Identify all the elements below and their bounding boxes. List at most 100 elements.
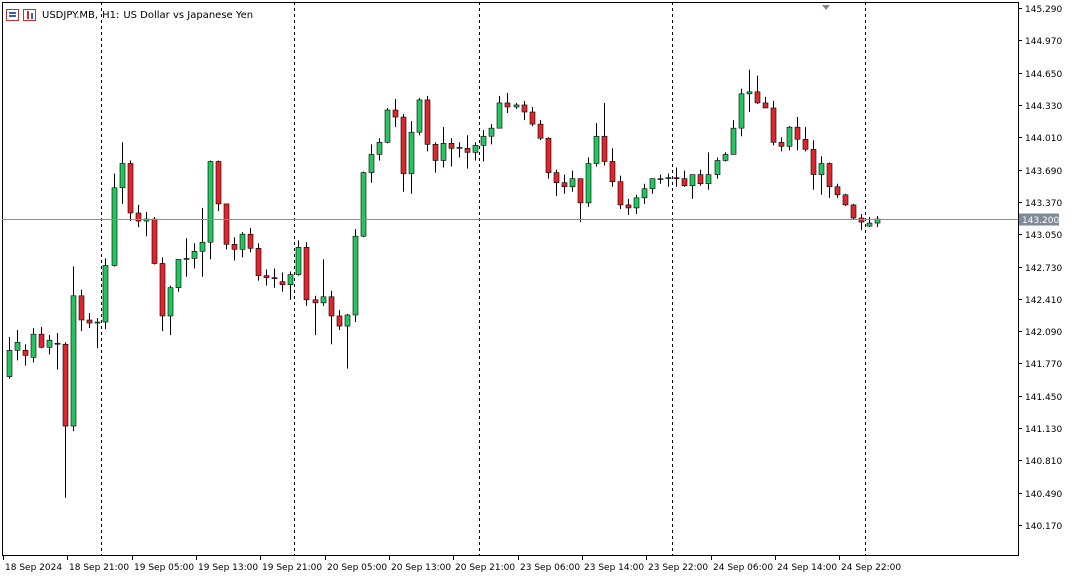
candle-body — [78, 295, 85, 321]
candle-body — [633, 197, 640, 209]
candle-body — [111, 187, 118, 266]
candle-body — [770, 107, 777, 143]
candle-body — [215, 161, 222, 205]
candle-body — [102, 265, 109, 323]
candle — [207, 160, 214, 260]
candle-body — [86, 319, 93, 324]
candle — [488, 124, 495, 145]
candle — [496, 95, 503, 129]
candle-body — [54, 342, 61, 345]
candle-body — [352, 235, 359, 316]
candle — [858, 213, 865, 231]
candle-body — [119, 163, 126, 189]
candle — [416, 97, 423, 136]
candle-body — [231, 243, 238, 250]
candle-body — [593, 135, 600, 164]
candle-body — [529, 111, 536, 125]
candle — [705, 152, 712, 190]
candle-body — [46, 339, 53, 348]
candle-body — [247, 233, 254, 249]
x-tick-label: 18 Sep 2024 — [5, 563, 62, 573]
y-tick-label: 140.170 — [1025, 522, 1062, 532]
candle-body — [818, 163, 825, 175]
candle — [46, 335, 53, 355]
x-tick-label: 18 Sep 21:00 — [69, 563, 129, 573]
y-tick-label: 144.650 — [1025, 70, 1062, 80]
candle — [352, 229, 359, 323]
candle-body — [842, 194, 849, 206]
candle — [231, 237, 238, 261]
y-tick-label: 143.050 — [1025, 231, 1062, 241]
candle — [464, 135, 471, 169]
candle-body — [223, 203, 230, 245]
candle — [529, 106, 536, 127]
candle — [440, 127, 447, 168]
candle-body — [135, 212, 142, 222]
x-tick-label: 20 Sep 21:00 — [455, 563, 515, 573]
candle-body — [480, 135, 487, 146]
candle — [617, 175, 624, 209]
candle-body — [577, 178, 584, 204]
candle-body — [472, 145, 479, 153]
candle-body — [151, 218, 158, 264]
candle-body — [376, 141, 383, 155]
candle — [70, 266, 77, 432]
symbol-label: USDJPY.MB, — [42, 9, 99, 21]
candle — [167, 285, 174, 336]
y-tick-label: 142.730 — [1025, 264, 1062, 274]
x-tick-label: 23 Sep 06:00 — [520, 563, 580, 573]
candle — [191, 243, 198, 269]
chart-table-icon[interactable] — [6, 9, 19, 21]
candle-body — [746, 91, 753, 95]
x-tick-label: 20 Sep 05:00 — [327, 563, 387, 573]
candle-body — [521, 104, 528, 113]
candle-body — [392, 109, 399, 118]
candle — [754, 75, 761, 104]
y-tick-label: 142.090 — [1025, 328, 1062, 338]
x-tick-label: 19 Sep 13:00 — [198, 563, 258, 573]
candle — [62, 342, 69, 498]
candle — [287, 271, 294, 300]
candle — [424, 95, 431, 152]
candle-body — [22, 350, 29, 356]
candle-body — [207, 161, 214, 243]
candle-body — [673, 177, 680, 179]
candle — [239, 232, 246, 258]
candle — [384, 107, 391, 144]
candle-body — [279, 281, 286, 285]
candle-body — [70, 295, 77, 427]
candle-body — [416, 99, 423, 133]
y-tick-label: 141.130 — [1025, 425, 1062, 435]
candle — [22, 344, 29, 366]
y-tick-label: 144.010 — [1025, 134, 1062, 144]
candle — [577, 178, 584, 223]
plot-frame — [2, 2, 1019, 556]
candle-body — [295, 247, 302, 275]
x-tick-label: 24 Sep 06:00 — [713, 563, 773, 573]
candle-body — [858, 217, 865, 223]
candle-body — [834, 186, 841, 196]
candle — [569, 170, 576, 192]
candle — [432, 142, 439, 173]
candle-body — [496, 102, 503, 129]
candle-body — [303, 247, 310, 301]
candle — [593, 123, 600, 167]
candle — [119, 142, 126, 204]
candle-body — [448, 143, 455, 149]
candle-body — [705, 174, 712, 184]
candle — [344, 313, 351, 369]
candle-body — [762, 102, 769, 109]
candle — [681, 170, 688, 187]
chart-shift-marker-icon[interactable] — [822, 5, 830, 10]
candle-body — [287, 274, 294, 285]
y-tick-label: 142.410 — [1025, 296, 1062, 306]
candle-body — [488, 127, 495, 137]
candle — [504, 92, 511, 114]
chart-candles-icon[interactable] — [23, 9, 36, 21]
candle-body — [689, 174, 696, 187]
candle — [456, 142, 463, 158]
candle-body — [94, 321, 101, 324]
candle-body — [6, 350, 13, 377]
